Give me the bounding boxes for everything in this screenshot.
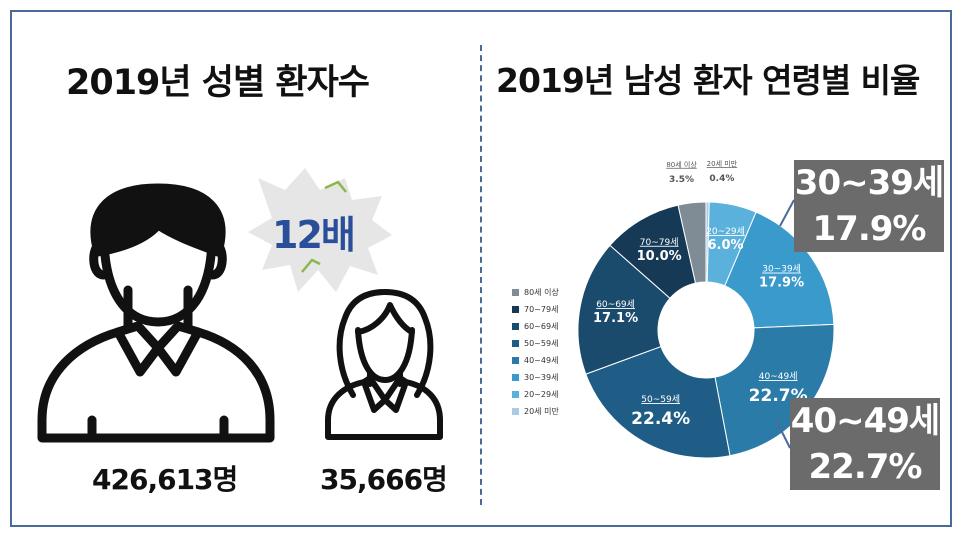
- donut-slice-3: [714, 323, 835, 457]
- male-figure-icon: [37, 183, 275, 443]
- legend-item: 30~39세: [512, 372, 558, 383]
- donut-slice-5: [577, 244, 671, 375]
- legend-swatch: [512, 323, 519, 330]
- female-count: 35,666명: [320, 463, 448, 496]
- legend-label: 40~49세: [524, 356, 559, 365]
- donut-slice-4: [585, 345, 731, 459]
- legend-item: 80세 이상: [512, 287, 559, 298]
- slice-value-label: 0.4%: [709, 174, 734, 184]
- callout-30s-value: 17.9%: [812, 209, 927, 249]
- ratio-label: 12배: [272, 213, 356, 257]
- legend-swatch: [512, 391, 519, 398]
- legend-label: 30~39세: [524, 373, 559, 382]
- slice-category-label: 20~29세: [706, 226, 745, 237]
- slice-category-label: 70~79세: [640, 237, 679, 248]
- legend-item: 40~49세: [512, 355, 558, 366]
- legend-item: 20~29세: [512, 389, 558, 400]
- callout-40s-label: 40~49세: [790, 401, 940, 441]
- slice-value-label: 6.0%: [707, 238, 743, 253]
- legend-swatch: [512, 340, 519, 347]
- legend-label: 80세 이상: [524, 288, 559, 297]
- legend-label: 20세 미만: [524, 407, 559, 416]
- callout-30s: 30~39세 17.9%: [794, 160, 944, 252]
- slice-category-label: 40~49세: [759, 371, 798, 382]
- slice-value-label: 17.9%: [759, 276, 804, 291]
- legend-swatch: [512, 289, 519, 296]
- legend-label: 70~79세: [524, 305, 559, 314]
- slice-category-label: 80세 이상: [666, 160, 697, 169]
- starburst-icon: [248, 168, 392, 292]
- slice-category-label: 30~39세: [762, 264, 801, 275]
- slice-value-label: 22.4%: [631, 409, 690, 429]
- slice-value-label: 17.1%: [593, 311, 638, 326]
- legend-label: 60~69세: [524, 322, 559, 331]
- callout-40s: 40~49세 22.7%: [790, 398, 940, 490]
- legend-item: 70~79세: [512, 304, 558, 315]
- legend-swatch: [512, 306, 519, 313]
- female-figure-icon: [325, 289, 443, 440]
- legend-swatch: [512, 357, 519, 364]
- slice-category-label: 20세 미만: [707, 159, 738, 168]
- male-count: 426,613명: [92, 463, 238, 496]
- slice-category-label: 50~59세: [641, 394, 680, 405]
- legend-item: 60~69세: [512, 321, 558, 332]
- donut-slice-2: [724, 211, 835, 329]
- slice-category-label: 60~69세: [596, 299, 635, 310]
- legend-item: 20세 미만: [512, 406, 559, 417]
- slice-value-label: 3.5%: [669, 175, 694, 185]
- donut-slice-7: [677, 201, 707, 284]
- legend-label: 20~29세: [524, 390, 559, 399]
- left-title: 2019년 성별 환자수: [66, 63, 370, 103]
- callout-40s-value: 22.7%: [808, 447, 923, 487]
- panel-divider: [480, 45, 482, 505]
- legend-swatch: [512, 408, 519, 415]
- legend-label: 50~59세: [524, 339, 559, 348]
- right-title: 2019년 남성 환자 연령별 비율: [496, 61, 920, 100]
- slice-value-label: 10.0%: [637, 249, 682, 264]
- legend-swatch: [512, 374, 519, 381]
- callout-30s-label: 30~39세: [794, 163, 944, 203]
- legend-item: 50~59세: [512, 338, 558, 349]
